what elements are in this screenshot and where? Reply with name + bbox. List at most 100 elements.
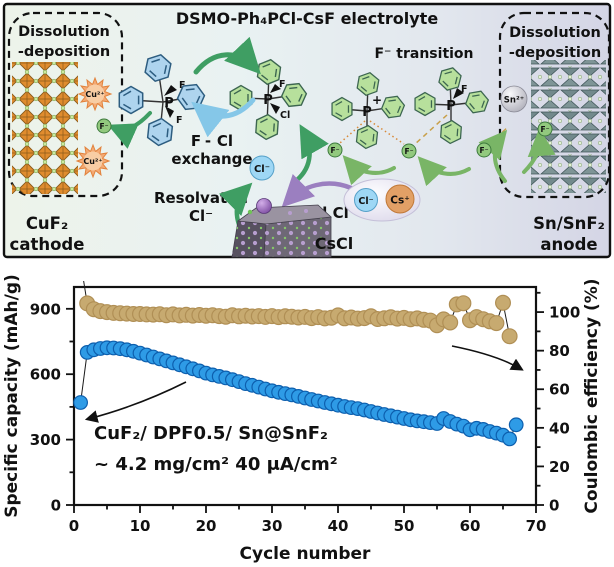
svg-text:F⁻: F⁻ [330, 146, 339, 155]
cu-ion-label: Cu²⁺ [83, 157, 102, 166]
right-tick-label: 20 [549, 458, 570, 476]
svg-text:F⁻: F⁻ [479, 146, 488, 155]
right-axis-title: Coulombic efficiency (%) [582, 278, 602, 513]
f-hop-arrow [342, 155, 396, 186]
anode-label-line2: anode [540, 235, 597, 254]
annotation-line2: ~ 4.2 mg/cm² 40 μA/cm² [94, 454, 338, 475]
efficiency-marker [455, 295, 472, 312]
ph4pf-molecule: P F [414, 64, 491, 145]
anode-dissolution-box [498, 11, 611, 199]
efficiency-marker [73, 262, 88, 269]
f-ion: F⁻ [327, 142, 343, 158]
svg-text:F⁻: F⁻ [99, 122, 108, 131]
precipitation-arrow [281, 173, 354, 208]
efficiency-marker [495, 294, 512, 311]
right-tick-label: 60 [549, 381, 570, 399]
cycling-chart: 0 10 20 30 40 50 60 70 0 300 600 900 0 20 40 60 80 100 Sp… [0, 262, 614, 567]
f-insert-arrow [478, 129, 508, 183]
cs-ion [385, 184, 415, 214]
cuf2-crystal [12, 62, 78, 194]
f-atom: F [176, 115, 183, 126]
cs-ion-label: Cs⁺ [390, 195, 410, 207]
cl-ion [249, 155, 275, 181]
f-transition-label: F⁻ transition [374, 46, 473, 62]
cscl-crystal [231, 198, 332, 258]
left-tick-label: 300 [30, 431, 61, 449]
capacity-axis-arrow [84, 381, 187, 423]
ph4pf2-molecule: P F F [118, 51, 208, 148]
x-tick-label: 10 [130, 517, 151, 535]
p-atom: P [164, 96, 174, 111]
efficiency-marker [442, 314, 459, 331]
svg-text:F⁻: F⁻ [404, 147, 413, 156]
left-tick-label: 0 [51, 497, 61, 515]
f-release-arrow [107, 111, 152, 149]
f-ions: F⁻ F⁻ F⁻ F⁻ F⁻ [96, 118, 553, 159]
cl-vacancy-sphere [256, 198, 272, 214]
x-tick-label: 40 [328, 517, 349, 535]
resolvated-line1: Resolvated [154, 189, 248, 207]
exchange-word: exchange [171, 150, 252, 168]
efficiency-axis-arrow [451, 345, 524, 371]
cu-ion-suns [75, 76, 113, 179]
efficiency-marker [488, 315, 505, 332]
resolvated-line2: Cl⁻ [189, 207, 213, 225]
x-tick-label: 20 [196, 517, 217, 535]
left-tick-label: 900 [30, 300, 61, 318]
anode-dissolution-line1: Dissolution [509, 25, 601, 41]
schematic-panel: DSMO-Ph₄PCl-CsF electrolyte Dissolution … [2, 2, 612, 259]
left-tick-label: 600 [30, 366, 61, 384]
f-atom: F [279, 79, 286, 90]
phenyl-ring [414, 91, 436, 117]
plus-charge: + [372, 93, 382, 107]
right-tick-label: 0 [549, 497, 559, 515]
cathode-label-line1: CuF₂ [26, 214, 68, 233]
capacity-marker [502, 431, 518, 447]
cu-ion-sun-core [83, 151, 103, 171]
anode-label-line1: Sn/SnF₂ [533, 214, 605, 233]
cscl-label: CsCl [315, 234, 354, 253]
cathode-dissolution-line2: -deposition [18, 44, 110, 60]
p-atom: P [362, 105, 372, 120]
cl-ion-label: Cl⁻ [254, 164, 270, 175]
f-hop-arrow [417, 156, 471, 187]
f-ion: F⁻ [476, 142, 492, 158]
x-tick-label: 30 [262, 517, 283, 535]
ph4p-cation: P + [331, 70, 408, 151]
cl-ion [354, 188, 378, 212]
cathode-dissolution-line1: Dissolution [18, 24, 110, 40]
capacity-series [73, 340, 524, 447]
sn-ion [500, 85, 528, 113]
cl-atom: Cl [280, 110, 290, 121]
cl-ion-label: Cl⁻ [358, 196, 373, 207]
efficiency-marker [501, 328, 518, 345]
capacity-marker [73, 395, 88, 410]
anode-dissolution-line2: -deposition [509, 45, 601, 61]
cu-ion-sun-core [85, 84, 105, 104]
x-tick-label: 70 [526, 517, 547, 535]
left-axis-title: Specific capacity (mAh/g) [2, 274, 22, 518]
annotation-line1: CuF₂/ DPF0.5/ Sn@SnF₂ [94, 423, 328, 444]
x-tick-label: 0 [69, 517, 79, 535]
phenyl-ring [331, 96, 353, 122]
right-tick-label: 80 [549, 342, 570, 360]
p-atom: P [446, 99, 456, 114]
exchange-arrow-forward [193, 36, 261, 75]
x-tick-label: 50 [394, 517, 415, 535]
phenyl-ring [118, 85, 144, 115]
f-atom: F [179, 80, 186, 91]
chart-annotation: CuF₂/ DPF0.5/ Sn@SnF₂ ~ 4.2 mg/cm² 40 μA… [94, 418, 338, 480]
right-tick-label: 100 [549, 304, 580, 322]
p-atom: P [263, 93, 273, 108]
exchange-arrow-back [191, 97, 256, 138]
panel-title: DSMO-Ph₄PCl-CsF electrolyte [176, 9, 439, 28]
svg-text:F⁻: F⁻ [540, 125, 549, 134]
f-ion: F⁻ [96, 118, 112, 134]
x-tick-label: 60 [460, 517, 481, 535]
exchange-dash: - [205, 132, 211, 150]
exchange-cl: Cl [217, 132, 233, 150]
f-ion: F⁻ [401, 143, 417, 159]
f-ion: F⁻ [537, 121, 553, 137]
right-tick-label: 40 [549, 419, 570, 437]
